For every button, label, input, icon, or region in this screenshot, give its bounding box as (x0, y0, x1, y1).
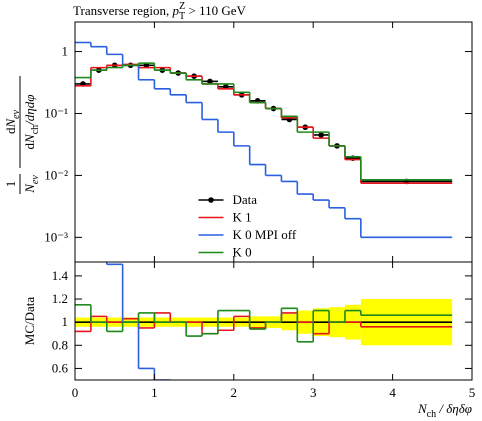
x-axis-label-part: N (417, 401, 428, 416)
chart-title-part: T (179, 11, 185, 22)
y-tick-label: 1 (62, 314, 69, 329)
y-label-part-part: ev (30, 175, 41, 184)
y-label-part-part: N (3, 118, 18, 129)
y-label-part-part: N (22, 183, 37, 194)
y-tick-label: 0.8 (52, 337, 68, 352)
y-label-part: dNev (3, 109, 22, 134)
y-label-part-part: 1 (3, 181, 18, 188)
legend-marker (208, 197, 214, 203)
y-tick-label: 10⁻¹ (44, 105, 68, 120)
chart-title-part: p (172, 3, 180, 18)
y-label-part: 1 (3, 181, 18, 188)
x-tick-label: 2 (231, 385, 238, 400)
y-tick-label: 1.2 (52, 291, 68, 306)
legend-label: K 1 (233, 210, 252, 225)
data-point (318, 132, 324, 138)
y-tick-label: 0.6 (52, 360, 69, 375)
y-tick-label: 1 (62, 44, 69, 59)
x-tick-label: 5 (469, 385, 476, 400)
y-label-part-part: /dηdφ (22, 95, 37, 126)
chart-title: Transverse region, pTZ > 110 GeV (73, 1, 247, 22)
y-label-part-part: ev (11, 109, 22, 118)
x-tick-label: 4 (389, 385, 396, 400)
x-tick-label: 0 (72, 385, 79, 400)
y-tick-label: 10⁻² (44, 167, 68, 182)
legend-label: K 0 (233, 245, 252, 260)
x-axis-label-part: ch (427, 409, 436, 420)
x-axis-label-part: / δηδφ (436, 401, 472, 416)
data-point (207, 78, 213, 85)
plot-area (75, 41, 453, 239)
y-label-part-part: d (3, 127, 18, 134)
x-axis-label: Nch / δηδφ (417, 401, 472, 420)
y-tick-label: 10⁻³ (44, 229, 68, 244)
y-label-part-part: d (22, 142, 37, 149)
y-axis-label: MC/Data (22, 297, 37, 346)
plot-frame (74, 21, 473, 263)
y-label-part-part: ch (30, 125, 41, 134)
legend-label: K 0 MPI off (233, 227, 297, 242)
y-label-part-part: N (22, 133, 37, 144)
plot-area (75, 262, 453, 380)
y-label-part: dNch/dηdφ (22, 95, 41, 150)
plot-frame (74, 261, 473, 381)
x-tick-label: 1 (151, 385, 158, 400)
y-label-part: Nev (22, 175, 41, 194)
chart-title-part: Transverse region, (73, 3, 173, 18)
legend-label: Data (233, 192, 258, 207)
chart-title-part: Z (179, 1, 185, 12)
x-tick-label: 3 (310, 385, 317, 400)
y-tick-label: 1.4 (52, 268, 69, 283)
chart-title-part: > 110 GeV (185, 3, 246, 18)
